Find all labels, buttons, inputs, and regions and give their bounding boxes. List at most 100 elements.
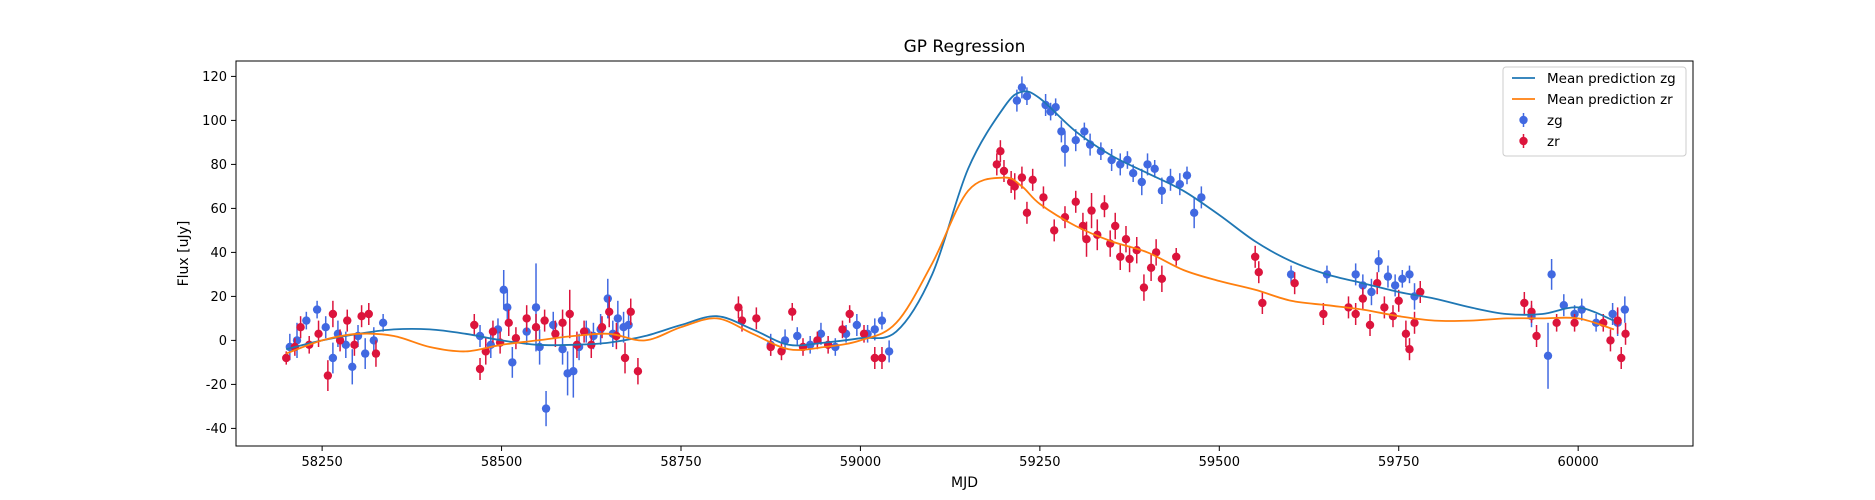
axis-ticks: 58250 58500 58750 59000 59250 59500 59750 60000… <box>202 70 1599 470</box>
data-point <box>999 166 1009 176</box>
data-point <box>1022 208 1032 217</box>
y-tick-label: -20 <box>206 378 227 393</box>
data-point <box>626 307 635 316</box>
data-point <box>1146 263 1156 272</box>
data-point <box>1028 175 1037 184</box>
data-point <box>470 320 479 330</box>
data-point <box>624 320 633 330</box>
data-point <box>1405 345 1414 354</box>
data-point <box>1394 296 1403 305</box>
data-point <box>613 314 623 323</box>
data-point <box>302 316 311 325</box>
data-point <box>1017 83 1027 92</box>
legend-label: zg <box>1547 113 1563 129</box>
data-point <box>845 309 854 319</box>
data-point <box>1372 279 1382 288</box>
x-tick-label: 58250 <box>301 455 342 470</box>
data-point <box>343 316 352 325</box>
data-point <box>1559 301 1569 310</box>
data-point <box>1398 274 1407 283</box>
data-point <box>541 404 551 413</box>
y-tick-label: 100 <box>202 114 227 129</box>
data-point <box>296 323 305 332</box>
data-point <box>1057 127 1066 136</box>
data-point <box>1358 294 1368 303</box>
data-point <box>788 307 797 316</box>
data-point <box>620 353 630 363</box>
data-point <box>1080 127 1089 136</box>
data-point <box>540 316 549 325</box>
x-tick-label: 60000 <box>1557 455 1598 470</box>
data-point <box>1182 171 1192 180</box>
data-point <box>511 334 521 343</box>
data-point <box>1613 316 1622 325</box>
data-point <box>1620 305 1630 314</box>
data-point <box>1051 103 1060 112</box>
data-point <box>1365 320 1375 330</box>
data-point <box>341 340 351 349</box>
data-point <box>1250 252 1260 261</box>
x-tick-label: 59250 <box>1019 455 1060 470</box>
x-tick-label: 58750 <box>660 455 701 470</box>
x-axis-label: MJD <box>951 475 978 491</box>
x-tick-label: 58500 <box>481 455 522 470</box>
data-point <box>558 318 567 327</box>
data-point <box>1017 173 1027 182</box>
data-point <box>1060 144 1070 154</box>
data-point <box>1096 147 1106 156</box>
data-point <box>1012 96 1022 105</box>
data-point <box>1380 303 1389 312</box>
data-point <box>1617 353 1626 363</box>
data-point <box>378 318 388 327</box>
data-point <box>312 305 322 314</box>
data-point <box>328 309 338 319</box>
y-tick-label: 20 <box>210 290 227 305</box>
data-point <box>1319 309 1328 319</box>
data-point <box>605 307 614 316</box>
data-point <box>323 371 333 380</box>
data-point <box>1547 270 1556 279</box>
data-point <box>996 147 1005 156</box>
y-tick-label: 60 <box>210 202 227 217</box>
data-point <box>1189 208 1199 217</box>
data-point <box>348 362 357 371</box>
data-point <box>350 340 359 349</box>
data-point <box>314 329 323 338</box>
data-point <box>777 347 786 356</box>
data-point <box>831 342 840 352</box>
data-point <box>488 327 498 336</box>
plot-area <box>282 76 1630 427</box>
data-point <box>877 353 887 363</box>
x-tick-label: 59500 <box>1199 455 1240 470</box>
data-point <box>992 160 1001 169</box>
legend-label: zr <box>1547 134 1560 150</box>
data-point <box>1107 155 1116 165</box>
data-point <box>1125 254 1134 264</box>
plot-marks <box>282 76 1630 427</box>
data-point <box>1121 235 1131 244</box>
data-point <box>1143 160 1152 169</box>
data-point <box>360 349 370 358</box>
data-point <box>1150 164 1159 173</box>
series-line <box>285 176 1615 355</box>
data-point <box>1552 318 1561 327</box>
data-point <box>1166 175 1175 184</box>
y-tick-label: 0 <box>219 334 227 349</box>
data-point <box>793 331 802 341</box>
legend: Mean prediction zg Mean prediction zr zg zr <box>1502 66 1687 157</box>
data-point <box>508 358 517 367</box>
data-point <box>569 367 578 376</box>
data-point <box>1082 235 1091 244</box>
data-point <box>549 320 558 330</box>
data-point <box>1137 177 1146 187</box>
data-point <box>1071 197 1080 206</box>
data-point <box>766 342 775 352</box>
data-point <box>371 349 381 358</box>
data-point <box>531 303 541 312</box>
data-point <box>1410 318 1419 327</box>
data-point <box>1172 252 1181 261</box>
data-point <box>852 320 862 330</box>
y-tick-label: 40 <box>210 246 227 261</box>
data-point <box>1254 268 1263 277</box>
data-point <box>1116 252 1125 261</box>
